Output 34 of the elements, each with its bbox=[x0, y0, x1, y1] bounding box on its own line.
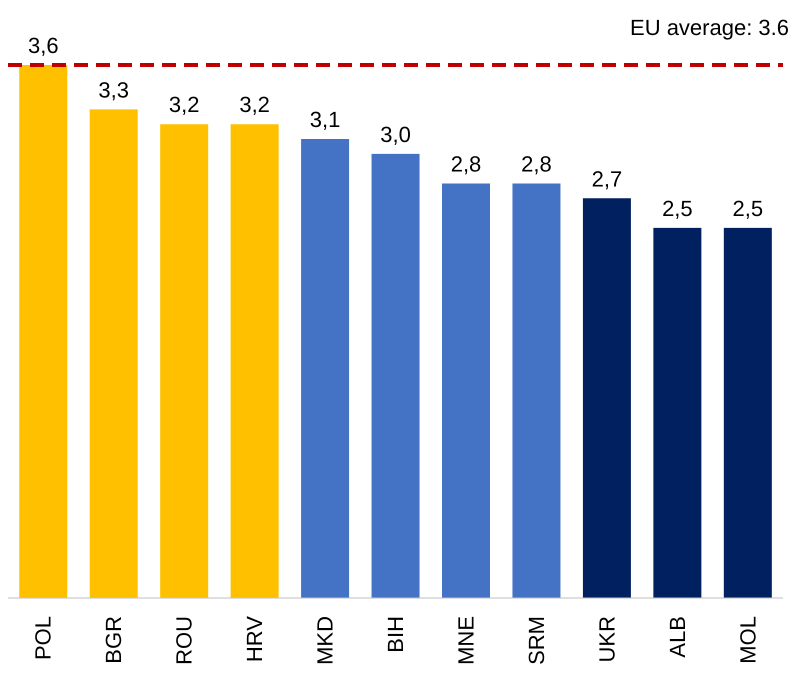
bar bbox=[90, 109, 138, 598]
bar bbox=[512, 183, 560, 598]
bar bbox=[372, 154, 420, 598]
data-label: 2,5 bbox=[662, 196, 693, 221]
x-tick-label: MNE bbox=[453, 616, 478, 665]
data-label: 2,5 bbox=[732, 196, 764, 221]
bar bbox=[653, 228, 702, 598]
x-tick-label: ROU bbox=[172, 616, 197, 665]
bar bbox=[301, 139, 350, 598]
data-label: 3,1 bbox=[310, 107, 340, 132]
x-tick-label: POL bbox=[30, 616, 56, 660]
data-label: 2,7 bbox=[592, 166, 622, 192]
x-tick-label: MOL bbox=[735, 616, 760, 664]
data-label: 3,6 bbox=[28, 33, 59, 58]
data-label: 2,8 bbox=[521, 151, 552, 176]
bar bbox=[582, 198, 631, 598]
x-tick-label: HRV bbox=[242, 616, 268, 662]
x-tick-label: MKD bbox=[312, 616, 338, 665]
x-tick-label: UKR bbox=[594, 616, 620, 662]
data-label: 3,2 bbox=[239, 92, 270, 118]
x-tick-label: BIH bbox=[383, 616, 408, 653]
bar bbox=[230, 124, 279, 598]
bar bbox=[160, 124, 208, 598]
bar bbox=[19, 65, 68, 598]
data-label: 3,2 bbox=[168, 92, 200, 118]
ref-line-label: EU average: 3.6 bbox=[630, 15, 789, 40]
x-tick-label: SRM bbox=[524, 616, 549, 665]
bar bbox=[724, 228, 772, 598]
data-label: 2,8 bbox=[450, 151, 482, 176]
data-label: 3,0 bbox=[380, 122, 411, 147]
data-label: 3,3 bbox=[98, 77, 130, 102]
bar bbox=[442, 183, 490, 598]
x-tick-label: ALB bbox=[664, 616, 690, 658]
x-tick-label: BGR bbox=[101, 616, 126, 664]
